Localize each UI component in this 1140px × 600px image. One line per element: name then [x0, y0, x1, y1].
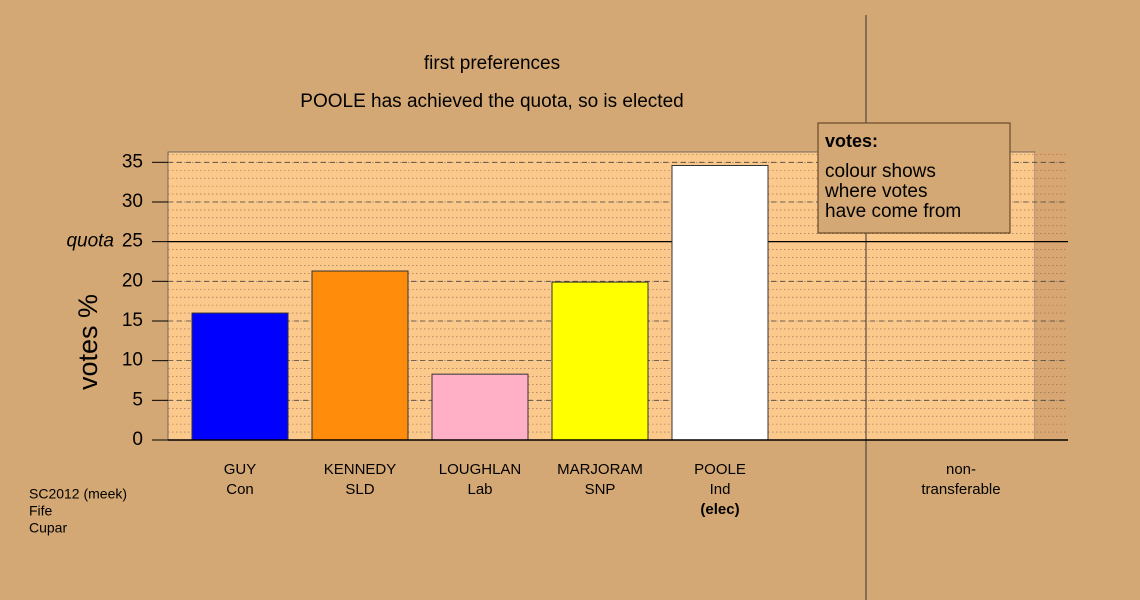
- x-tick-label: POOLE: [694, 461, 746, 478]
- legend-title: votes:: [825, 131, 878, 151]
- legend-box: [817, 122, 1011, 234]
- footer: SC2012 (meek): [29, 486, 127, 502]
- party-label: SNP: [585, 481, 616, 498]
- y-tick-label: 15: [122, 310, 143, 331]
- footer: Fife: [29, 503, 53, 519]
- bar: [191, 312, 289, 441]
- y-tick-label: 5: [132, 389, 143, 410]
- chart-title: first preferences: [424, 53, 560, 74]
- legend-line: have come from: [825, 201, 961, 222]
- x-tick-label: LOUGHLAN: [439, 461, 522, 478]
- party-label: Lab: [467, 481, 492, 498]
- quota-label: quota: [66, 231, 114, 252]
- category-label: transferable: [921, 481, 1000, 498]
- legend: votes: colour shows where votes have com…: [817, 122, 1011, 234]
- party-label: Ind: [710, 481, 731, 498]
- y-tick-label: 0: [132, 429, 143, 450]
- x-tick-label: GUY: [224, 461, 257, 478]
- legend-line: colour shows: [825, 161, 936, 182]
- x-tick-label: MARJORAM: [557, 461, 643, 478]
- footer: Cupar: [29, 520, 67, 536]
- x-tick-label: KENNEDY: [324, 461, 397, 478]
- category-label: non-: [946, 461, 976, 478]
- y-tick-label: 35: [122, 151, 143, 172]
- bar: [671, 164, 769, 441]
- y-tick-label: 30: [122, 191, 143, 212]
- party-label: Con: [226, 481, 254, 498]
- y-tick-label: 20: [122, 270, 143, 291]
- bar: [311, 270, 409, 441]
- legend-line: where votes: [824, 181, 927, 202]
- y-axis-label: votes %: [73, 294, 103, 390]
- party-label: SLD: [345, 481, 374, 498]
- chart-subtitle: POOLE has achieved the quota, so is elec…: [300, 91, 683, 112]
- plot-area-extra: [1035, 152, 1068, 440]
- bar: [551, 281, 649, 441]
- y-tick-label: 25: [122, 231, 143, 252]
- elected-note: (elec): [700, 501, 739, 518]
- y-tick-label: 10: [122, 350, 143, 371]
- bar: [431, 373, 529, 441]
